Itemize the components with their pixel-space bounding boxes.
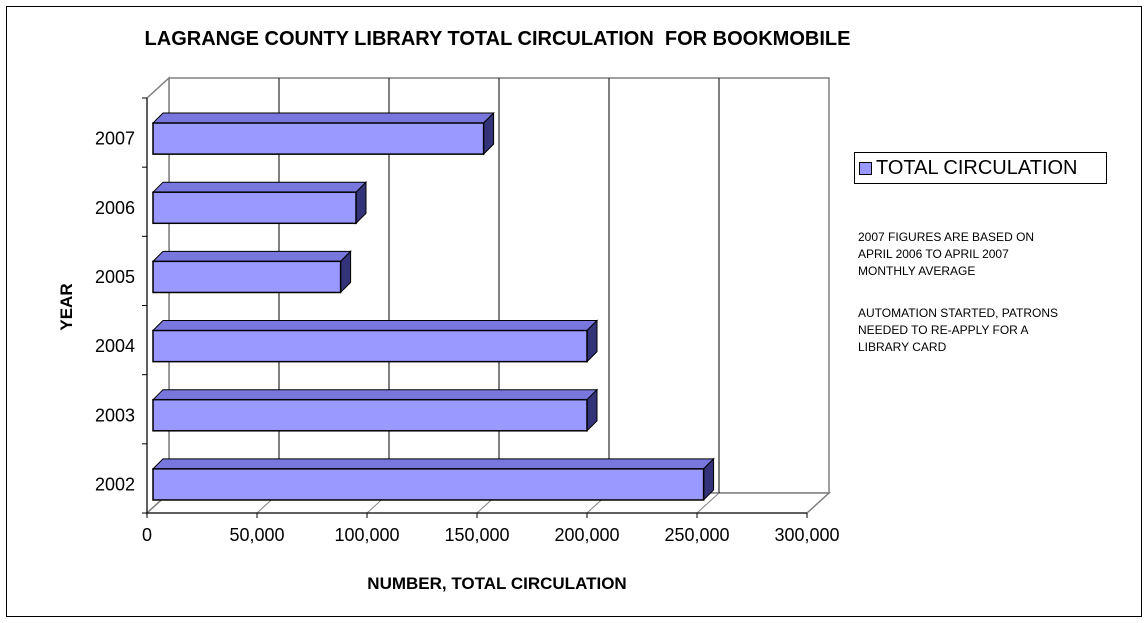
bar-top-face: [151, 320, 599, 332]
bar-top-face: [151, 458, 715, 470]
y-axis-title: YEAR: [57, 283, 76, 330]
x-tick-label: 150,000: [444, 525, 509, 545]
floor-gridline: [696, 492, 720, 514]
y-tick-label: 2006: [95, 198, 135, 218]
bar-top-face: [151, 250, 352, 262]
bar-top-face: [151, 112, 495, 124]
bar-top-face: [151, 181, 368, 193]
y-tick-label: 2002: [95, 474, 135, 494]
y-tick-label: 2004: [95, 336, 135, 356]
legend: TOTAL CIRCULATION: [854, 152, 1107, 184]
bar-top-face: [151, 389, 599, 401]
chart-title: LAGRANGE COUNTY LIBRARY TOTAL CIRCULATIO…: [144, 28, 851, 50]
x-tick-label: 100,000: [334, 525, 399, 545]
legend-swatch: [859, 161, 872, 175]
x-axis-title: NUMBER, TOTAL CIRCULATION: [367, 574, 626, 593]
y-tick-label: 2003: [95, 405, 135, 425]
legend-label: TOTAL CIRCULATION: [876, 156, 1078, 179]
bar: [152, 122, 485, 155]
x-tick-label: 200,000: [554, 525, 619, 545]
annotation-2007-figures: 2007 FIGURES ARE BASED ON APRIL 2006 TO …: [858, 230, 1035, 278]
annotation-automation: AUTOMATION STARTED, PATRONS NEEDED TO RE…: [858, 306, 1059, 354]
x-tick-label: 300,000: [774, 525, 839, 545]
y-tick-label: 2007: [95, 129, 135, 149]
bar: [152, 260, 342, 294]
y-tick-label: 2005: [95, 267, 135, 287]
x-tick-label: 0: [142, 525, 152, 545]
x-tick-label: 250,000: [664, 525, 729, 545]
bar: [152, 468, 705, 501]
bar: [152, 398, 588, 432]
x-tick-label: 50,000: [229, 525, 284, 545]
bar: [152, 191, 357, 225]
bar: [152, 329, 588, 363]
